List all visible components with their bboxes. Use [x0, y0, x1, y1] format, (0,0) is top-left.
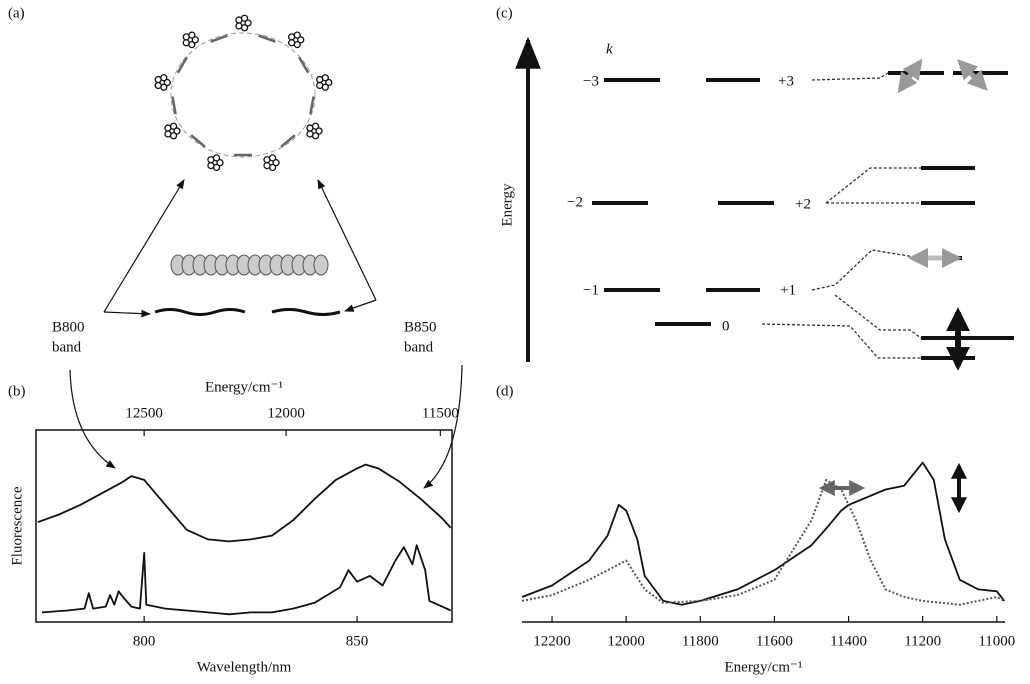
- b800-label: B800: [52, 319, 85, 335]
- spectrum-line: [521, 478, 1005, 606]
- bchl: [321, 74, 329, 82]
- spectrum-line: [41, 544, 452, 616]
- x-axis-label: Energy/cm⁻¹: [725, 659, 803, 675]
- x-tick-label: 12200: [533, 633, 571, 649]
- level-label: −2: [567, 194, 583, 210]
- level-label: +2: [795, 196, 811, 212]
- b800-label: band: [52, 339, 82, 355]
- bchl: [240, 14, 249, 22]
- spectrum-line: [521, 461, 1006, 606]
- bchl: [297, 36, 305, 44]
- bchl: [182, 39, 190, 47]
- x-tick-label: 11200: [904, 633, 941, 649]
- bchl: [173, 127, 181, 135]
- x-axis-label: Wavelength/nm: [197, 659, 292, 675]
- bchl: [160, 74, 168, 82]
- x-tick-label: 11800: [682, 633, 719, 649]
- side-view: [313, 254, 329, 276]
- levels: [592, 58, 1014, 371]
- level-label: −3: [583, 73, 599, 89]
- bchl-side: [309, 96, 315, 115]
- bchl: [191, 36, 199, 44]
- top-tick-label: 12000: [267, 405, 305, 421]
- panel-label: (c): [496, 5, 513, 21]
- bchl: [316, 81, 324, 90]
- top-tick-label: 11500: [422, 405, 459, 421]
- spectrum-line: [37, 463, 452, 543]
- bchl: [263, 161, 271, 170]
- panel-label: (b): [8, 383, 26, 399]
- top-axis-label: Energy/cm⁻¹: [205, 379, 283, 395]
- level-label: +3: [778, 73, 794, 89]
- bchl-side: [190, 134, 206, 148]
- k-label: k: [606, 41, 613, 57]
- bchl: [306, 130, 314, 138]
- bchl-side: [210, 34, 228, 43]
- bchl: [315, 127, 323, 135]
- level-label: −1: [583, 282, 599, 298]
- bchl: [244, 19, 252, 27]
- bchl: [188, 31, 196, 39]
- bchl-side: [298, 56, 310, 74]
- bchl: [216, 159, 224, 167]
- bchl: [272, 159, 280, 167]
- bchl: [212, 154, 221, 162]
- x-tick-label: 11400: [830, 633, 867, 649]
- bchl: [288, 39, 296, 47]
- bchl: [311, 122, 320, 130]
- x-tick-label: 800: [133, 633, 156, 649]
- bchl-side: [171, 96, 177, 115]
- bchl: [207, 161, 215, 170]
- top-tick-label: 12500: [125, 405, 163, 421]
- x-tick-label: 850: [346, 633, 369, 649]
- bchl: [164, 130, 172, 138]
- b850-label: band: [404, 339, 434, 355]
- panel-label: (a): [8, 5, 25, 21]
- ring-outline: [170, 32, 316, 158]
- bchl-side: [258, 34, 276, 43]
- plot-frame: [35, 429, 453, 623]
- bchl: [154, 81, 162, 90]
- x-tick-label: 11600: [756, 633, 793, 649]
- bchl: [293, 31, 301, 39]
- bchl-side: [176, 56, 188, 74]
- y-axis-label: Fluorescence: [9, 486, 25, 565]
- level-label: +1: [780, 282, 796, 298]
- panel-label: (d): [496, 383, 514, 399]
- bchl: [325, 78, 333, 87]
- bchl: [268, 154, 277, 162]
- bchl: [235, 22, 243, 30]
- b800-ring-side: [154, 308, 341, 316]
- lh2-ring: [154, 14, 341, 316]
- b850-label: B850: [404, 319, 437, 335]
- energy-axis-label: Energy: [499, 183, 515, 227]
- x-tick-label: 11000: [978, 633, 1015, 649]
- x-tick-label: 12000: [607, 633, 645, 649]
- bchl: [163, 78, 171, 87]
- level-label: 0: [722, 318, 730, 334]
- bchl: [169, 122, 178, 130]
- bchl-side: [280, 134, 296, 148]
